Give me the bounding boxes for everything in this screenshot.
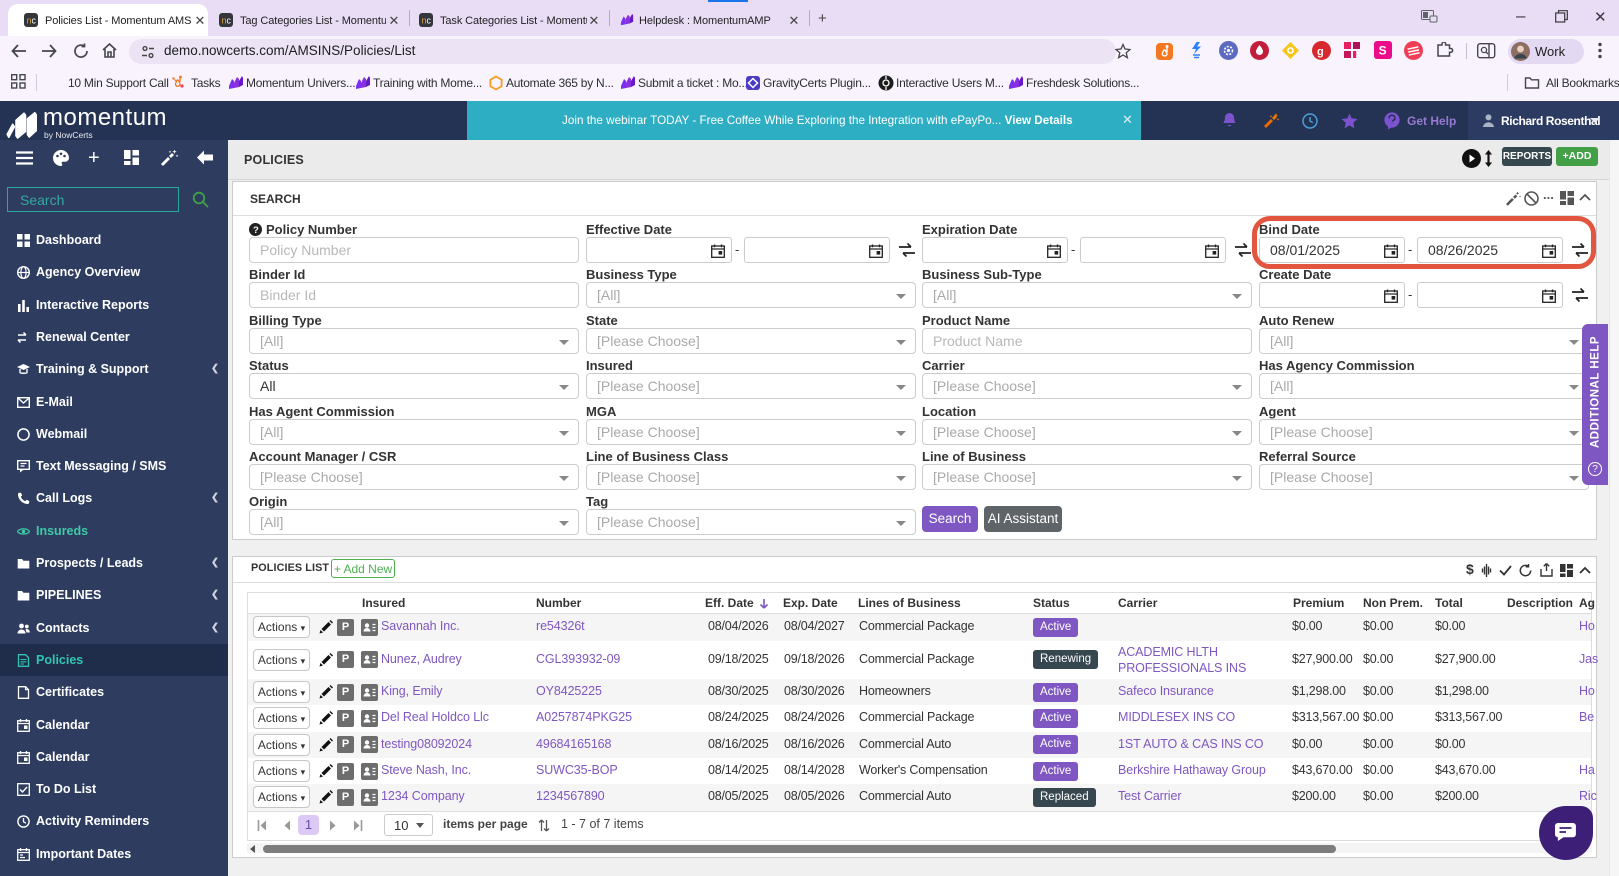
- svg-text:g: g: [1317, 46, 1324, 58]
- svg-text:n: n: [27, 16, 32, 26]
- svg-text:c: c: [427, 16, 432, 26]
- svg-text:c: c: [227, 16, 232, 26]
- svg-text:S: S: [1379, 44, 1387, 58]
- svg-text:n: n: [222, 16, 227, 26]
- svg-text:c: c: [32, 16, 37, 26]
- svg-text:?: ?: [253, 225, 259, 236]
- svg-text:n: n: [422, 16, 427, 26]
